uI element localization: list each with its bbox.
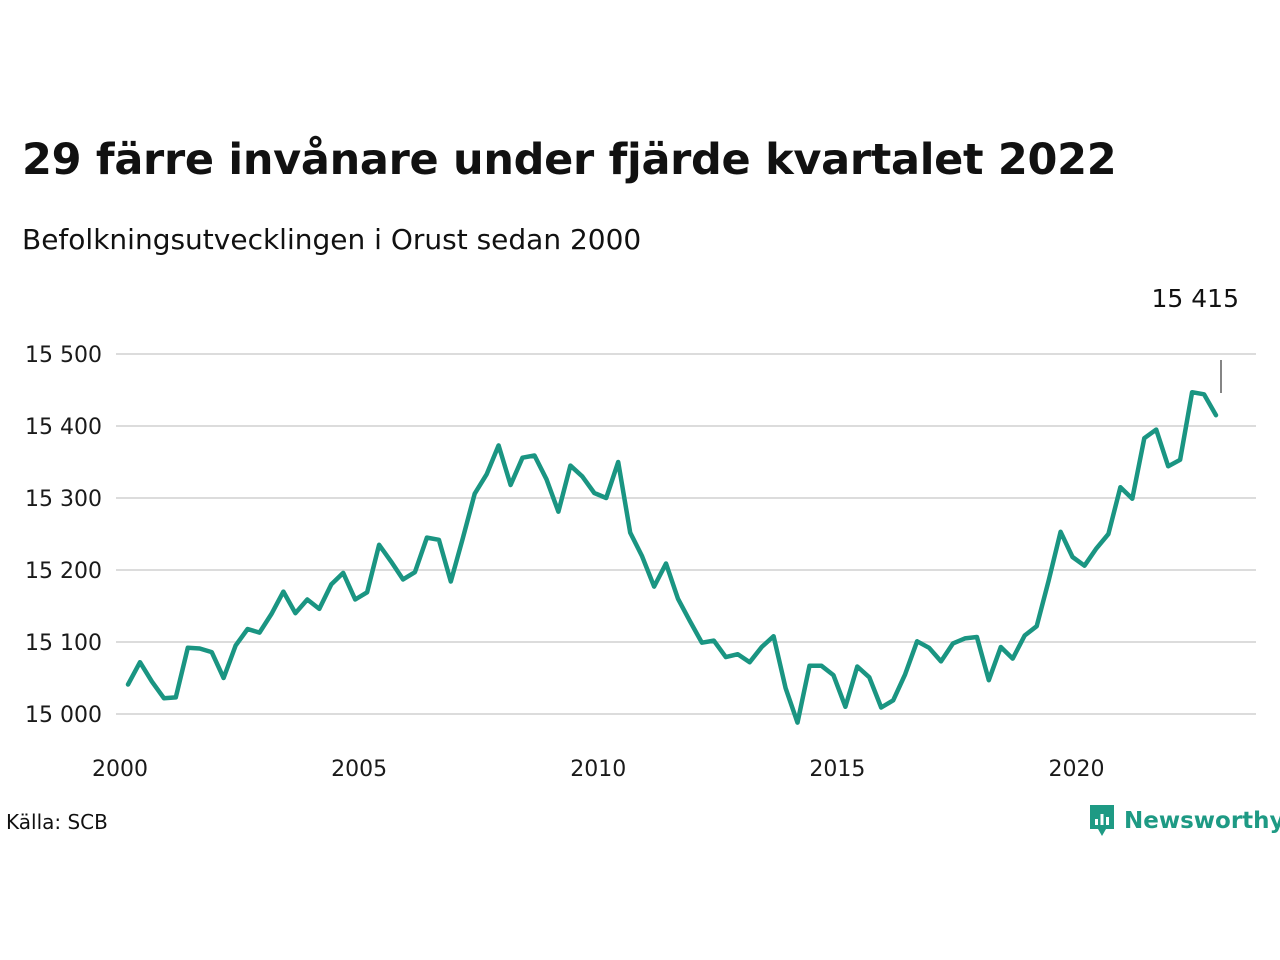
x-tick-label: 2005 — [331, 757, 387, 782]
end-annotation: 15 415 — [1152, 284, 1239, 393]
x-tick-label: 2020 — [1048, 757, 1104, 782]
line-chart: 15 000 15 100 15 200 15 300 15 400 15 500 200… — [25, 284, 1256, 782]
y-tick-label: 15 000 — [25, 703, 102, 728]
x-tick-label: 2015 — [809, 757, 865, 782]
y-tick-label: 15 400 — [25, 415, 102, 440]
newsworthy-logo-icon — [1090, 805, 1114, 836]
brand-name: Newsworthy — [1124, 808, 1280, 834]
y-axis-ticks: 15 000 15 100 15 200 15 300 15 400 15 500 — [25, 343, 102, 728]
y-tick-label: 15 500 — [25, 343, 102, 368]
x-axis-ticks: 2000 2005 2010 2015 2020 — [92, 757, 1104, 782]
end-value-label: 15 415 — [1152, 284, 1239, 313]
x-tick-label: 2000 — [92, 757, 148, 782]
series-layer — [125, 389, 1219, 725]
y-tick-label: 15 200 — [25, 559, 102, 584]
chart-title: 29 färre invånare under fjärde kvartalet… — [22, 135, 1117, 185]
y-tick-label: 15 300 — [25, 487, 102, 512]
source-note: Källa: SCB — [6, 810, 108, 834]
brand-logo: Newsworthy — [1088, 803, 1280, 839]
y-tick-label: 15 100 — [25, 631, 102, 656]
chart-subtitle: Befolkningsutvecklingen i Orust sedan 20… — [22, 223, 642, 256]
grid-lines — [116, 353, 1256, 715]
population-line — [125, 389, 1219, 725]
x-tick-label: 2010 — [570, 757, 626, 782]
